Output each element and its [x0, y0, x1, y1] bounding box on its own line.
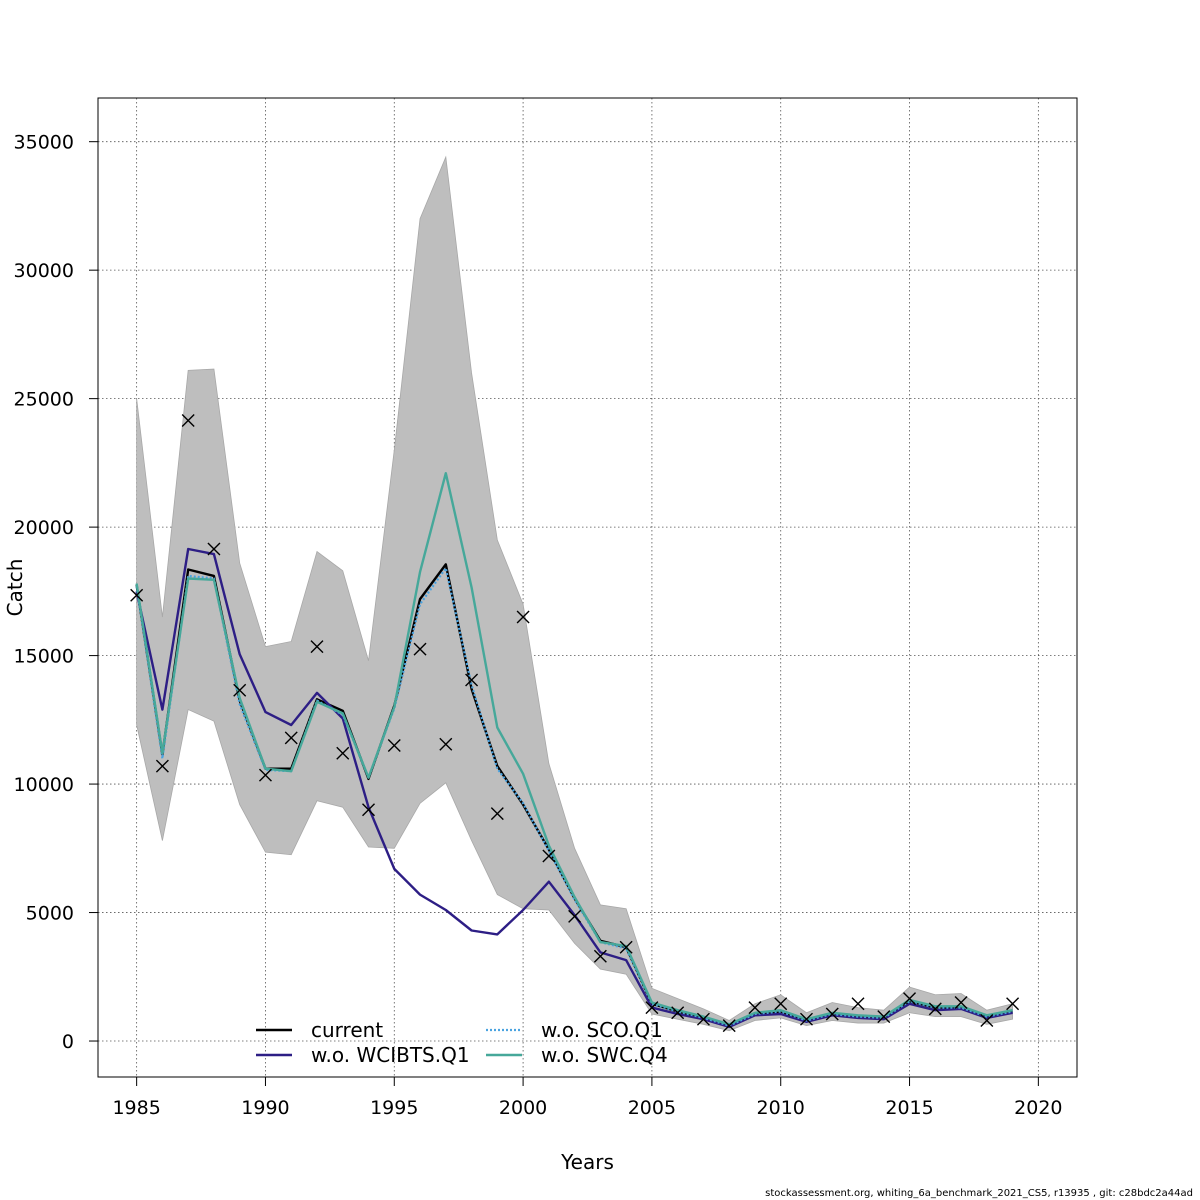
observation-point	[851, 997, 865, 1011]
observation-point	[207, 542, 221, 556]
legend-item-4: w.o. SWC.Q4	[486, 1043, 668, 1067]
observation-point	[1006, 997, 1020, 1011]
y-tick-label: 20000	[14, 517, 74, 539]
x-axis-title: Years	[560, 1150, 614, 1174]
observation-point	[825, 1007, 839, 1021]
y-tick-label: 0	[62, 1031, 74, 1053]
x-tick-label: 2005	[628, 1097, 676, 1119]
observation-point	[671, 1006, 685, 1020]
series-line-4	[135, 472, 1013, 1026]
x-tick-label: 2020	[1014, 1097, 1062, 1119]
observation-point	[362, 803, 376, 817]
observation-point	[774, 997, 788, 1011]
observation-point	[130, 588, 144, 602]
observation-point	[928, 1002, 942, 1016]
observation-point	[516, 610, 530, 624]
x-axis: 1985 1990 1995 2000 2005 2010 2015 2020	[112, 1077, 1063, 1119]
observation-point	[903, 992, 917, 1006]
observation-point	[645, 1001, 659, 1015]
x-tick-label: 1985	[112, 1097, 160, 1119]
y-tick-label: 10000	[14, 774, 74, 796]
x-tick-label: 2015	[885, 1097, 933, 1119]
x-tick-label: 1995	[370, 1097, 418, 1119]
observation-point	[181, 413, 195, 427]
legend-item-1: current	[256, 1018, 383, 1042]
y-tick-label: 15000	[14, 646, 74, 668]
observation-point	[233, 683, 247, 697]
observation-point	[336, 746, 350, 760]
observation-point	[954, 995, 968, 1009]
observation-point	[593, 949, 607, 963]
observation-point	[387, 739, 401, 753]
footer-note: stockassessment.org, whiting_6a_benchmar…	[765, 1188, 1193, 1199]
legend-item-2: w.o. WCIBTS.Q1	[256, 1043, 470, 1067]
observation-point	[799, 1012, 813, 1026]
observation-point	[619, 940, 633, 954]
x-tick-label: 2010	[757, 1097, 805, 1119]
observation-point	[310, 640, 324, 654]
confidence-band	[136, 155, 1013, 1032]
observation-point	[722, 1019, 736, 1033]
y-axis-title: Catch	[3, 559, 27, 617]
legend-label: w.o. SCO.Q1	[541, 1018, 663, 1042]
observation-point	[155, 759, 169, 773]
y-axis: 0 5000 10000 15000 20000 25000 30000 35000	[14, 132, 98, 1053]
y-tick-label: 25000	[14, 389, 74, 411]
legend-label: w.o. SWC.Q4	[541, 1043, 668, 1067]
legend-label: current	[311, 1018, 383, 1042]
observation-point	[284, 731, 298, 745]
observation-point	[465, 673, 479, 687]
observation-point	[980, 1013, 994, 1027]
legend-item-3: w.o. SCO.Q1	[486, 1018, 663, 1042]
plot-frame	[97, 97, 1078, 1078]
confidence-band-layer	[136, 155, 1013, 1032]
observation-point	[877, 1010, 891, 1024]
observation-point	[258, 768, 272, 782]
y-tick-label: 5000	[26, 903, 74, 925]
observation-point	[542, 849, 556, 863]
observation-markers-layer	[130, 413, 1020, 1033]
observation-point	[413, 642, 427, 656]
y-tick-label: 35000	[14, 132, 74, 154]
observation-point	[748, 1001, 762, 1015]
observation-point	[696, 1012, 710, 1026]
observation-point	[568, 909, 582, 923]
series-line-2	[135, 547, 1013, 1029]
series-lines-layer	[135, 472, 1013, 1029]
observation-point	[490, 807, 504, 821]
legend-label: w.o. WCIBTS.Q1	[311, 1043, 470, 1067]
x-tick-label: 2000	[499, 1097, 547, 1119]
y-tick-label: 30000	[14, 260, 74, 282]
observation-point	[439, 737, 453, 751]
x-tick-label: 1990	[241, 1097, 289, 1119]
